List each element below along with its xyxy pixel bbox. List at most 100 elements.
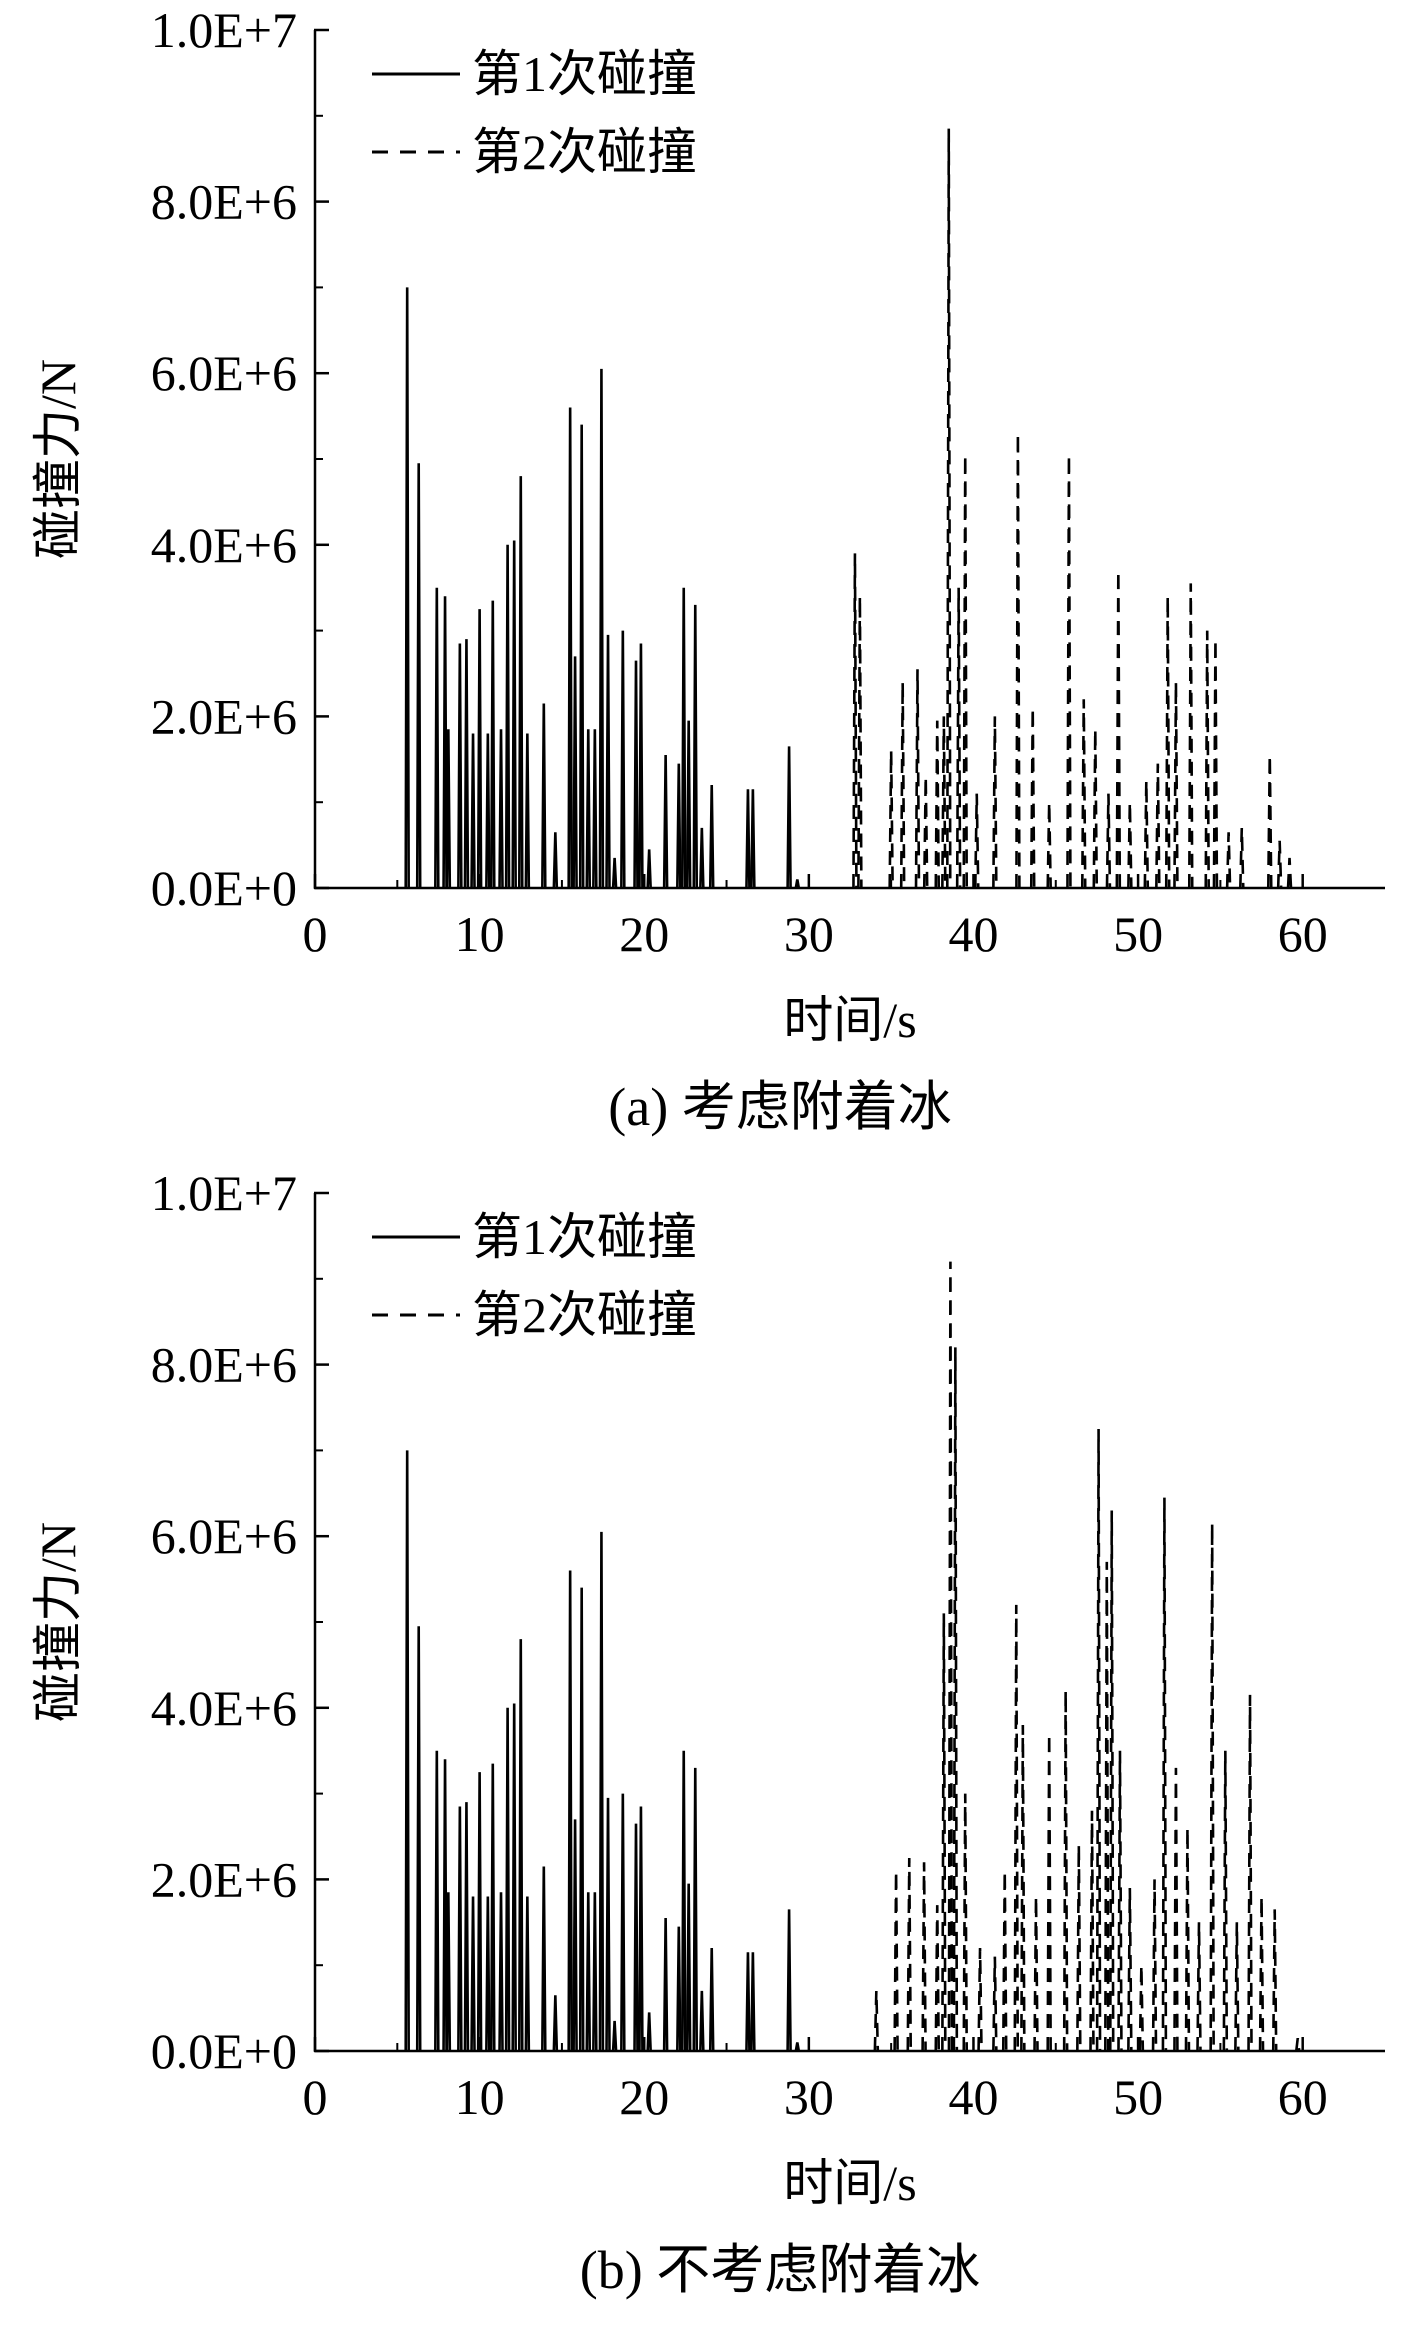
series-2-peak [973,793,980,889]
legend-label-1: 第1次碰撞 [472,46,697,102]
series-1-peak [552,832,559,889]
chart-panel-a: 0.0E+0 2.0E+6 4.0E+6 6.0E+6 8.0E+6 1.0E+7 0 10 2… [0,0,1417,1160]
series-1-peak [524,733,531,889]
series-2-peak [1276,840,1283,889]
series-1-peak [476,609,483,889]
series-2-peak [1212,639,1219,889]
series-2-peak [1222,1750,1229,2052]
series-1-peak [692,604,699,889]
series-2-peak [1143,780,1150,889]
series-1-peak [511,1703,517,2052]
series-1-peak [404,1450,410,2052]
legend-label-1: 第1次碰撞 [472,1209,697,1265]
series-2-peak [1204,630,1210,889]
series-1-peak [470,733,476,889]
y-axis-title: 碰撞力/N [30,1522,86,1722]
series-1-peak [552,1995,559,2052]
series-2-peak [1046,1733,1052,2052]
series-2-peak [962,454,969,889]
series-1-peak [572,1819,578,2052]
y-tick-label: 2.0E+6 [151,688,297,744]
series-2-peak [873,1990,880,2052]
legend-label-2: 第2次碰撞 [472,1287,697,1343]
series-1-peak [578,424,585,889]
series-1-peak [592,1892,598,2052]
series-1-peak [638,643,644,889]
series-1-peak [415,463,422,889]
series-1-peak [457,643,463,889]
series-1-peak [699,827,705,889]
series-2-peak [1046,802,1052,889]
series-2-peak [1164,596,1171,889]
x-tick-label: 40 [948,906,998,962]
series-2-peak [1247,1694,1253,2052]
series-1-peak [794,879,801,889]
series-1-peak [404,287,410,889]
series-2-peak [1286,857,1293,889]
series-2-peak [1066,454,1072,889]
x-tick-label: 20 [619,2069,669,2125]
series-1-peak [685,1883,692,2052]
series-2-peak [1127,1887,1133,2052]
series-2-peak [1225,832,1232,889]
series-2-group [873,1261,1301,2052]
series-1-peak [611,2020,618,2052]
series-1-peak [498,1892,504,2052]
series-1-peak [786,1909,792,2052]
series-2-peak [1161,1497,1168,2052]
series-1-peak [598,1531,605,2052]
series-1-peak [745,1952,751,2052]
x-tick-label: 30 [784,2069,834,2125]
series-1-peak [445,729,452,889]
x-tick-label: 0 [303,906,328,962]
series-2-peak [1266,754,1273,889]
chart-panel-b: 0.0E+0 2.0E+6 4.0E+6 6.0E+6 8.0E+6 1.0E+7 0 10 2… [0,1163,1417,2323]
series-1-peak [504,544,511,889]
x-tick-label: 10 [455,2069,505,2125]
series-1-peak [638,1806,644,2052]
series-2-peak [947,1261,954,2052]
series-1-peak [524,1896,531,2052]
series-2-peak [857,596,863,889]
x-axis-title: 时间/s [783,2155,916,2211]
series-1-peak [620,1793,626,2052]
series-1-peak [605,634,611,889]
series-2-peak [1115,570,1122,889]
x-tick-label: 20 [619,906,669,962]
series-2-peak [906,1857,913,2052]
series-2-peak [1184,1827,1191,2052]
series-2-peak [1258,1896,1265,2052]
series-2-peak [1196,1922,1202,2052]
series-1-peak [567,407,573,889]
series-2-peak [1062,1690,1069,2052]
x-tick-label: 30 [784,906,834,962]
series-2-peak [1080,699,1087,889]
series-2-group [852,128,1293,889]
series-1-peak [434,1750,440,2052]
x-tick-label: 40 [948,2069,998,2125]
series-1-peak [662,754,669,889]
series-2-peak [1117,1750,1123,2052]
series-1-peak [646,2012,652,2052]
y-tick-label: 4.0E+6 [151,517,297,573]
series-1-peak [541,1866,547,2052]
series-2-peak [921,1862,927,2052]
series-2-peak [1209,1523,1215,2052]
series-1-peak [708,785,715,889]
series-1-peak [585,729,592,889]
series-1-peak [511,540,517,889]
series-1-peak [490,1763,496,2052]
chart-caption: (a) 考虑附着冰 [608,1077,951,1137]
series-1-peak [680,587,687,889]
series-2-peak [1013,1604,1020,2052]
series-2-peak [1076,1845,1082,2052]
series-2-peak [1089,1810,1095,2052]
series-2-peak [1092,729,1099,889]
y-tick-label: 6.0E+6 [151,345,297,401]
series-1-peak [445,1892,452,2052]
series-2-peak [1138,1965,1145,2052]
series-1-peak [676,763,682,889]
series-2-peak [1187,583,1194,889]
